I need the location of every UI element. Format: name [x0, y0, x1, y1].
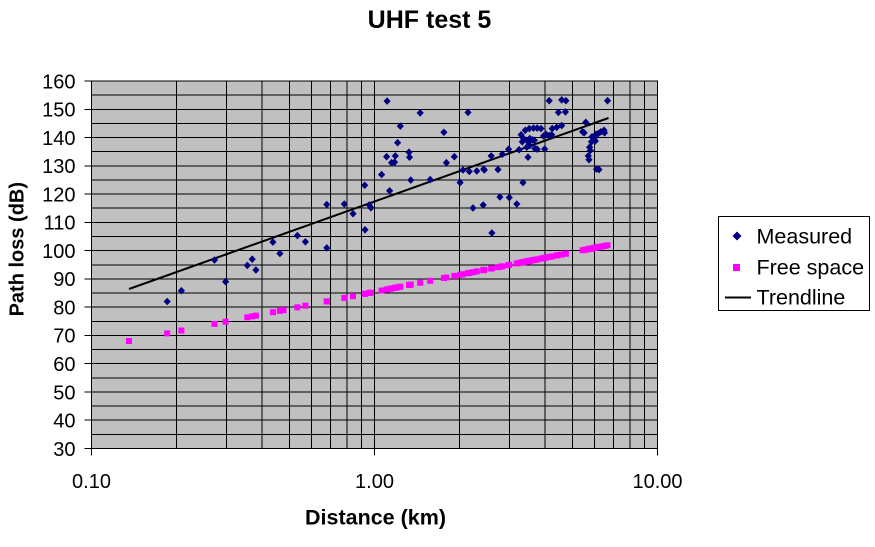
svg-text:0.10: 0.10	[72, 471, 111, 493]
svg-text:30: 30	[53, 439, 75, 461]
svg-text:110: 110	[44, 213, 76, 235]
svg-text:120: 120	[42, 184, 75, 206]
svg-text:Measured: Measured	[757, 224, 853, 248]
svg-text:70: 70	[53, 326, 75, 348]
svg-text:40: 40	[53, 411, 75, 433]
svg-text:90: 90	[53, 269, 75, 291]
svg-text:Distance (km): Distance (km)	[305, 505, 446, 529]
svg-text:UHF test 5: UHF test 5	[368, 6, 492, 34]
svg-text:Trendline: Trendline	[757, 286, 846, 310]
svg-text:1.00: 1.00	[355, 471, 394, 493]
svg-text:Path loss (dB): Path loss (dB)	[7, 182, 29, 316]
svg-text:50: 50	[53, 382, 75, 404]
svg-text:150: 150	[42, 100, 75, 122]
svg-text:80: 80	[53, 298, 75, 320]
svg-text:140: 140	[42, 128, 75, 150]
svg-text:60: 60	[53, 354, 75, 376]
svg-text:Free space: Free space	[757, 256, 865, 280]
svg-text:100: 100	[42, 241, 75, 263]
svg-text:160: 160	[42, 71, 75, 93]
svg-text:130: 130	[42, 156, 75, 178]
svg-text:10.00: 10.00	[632, 471, 682, 493]
